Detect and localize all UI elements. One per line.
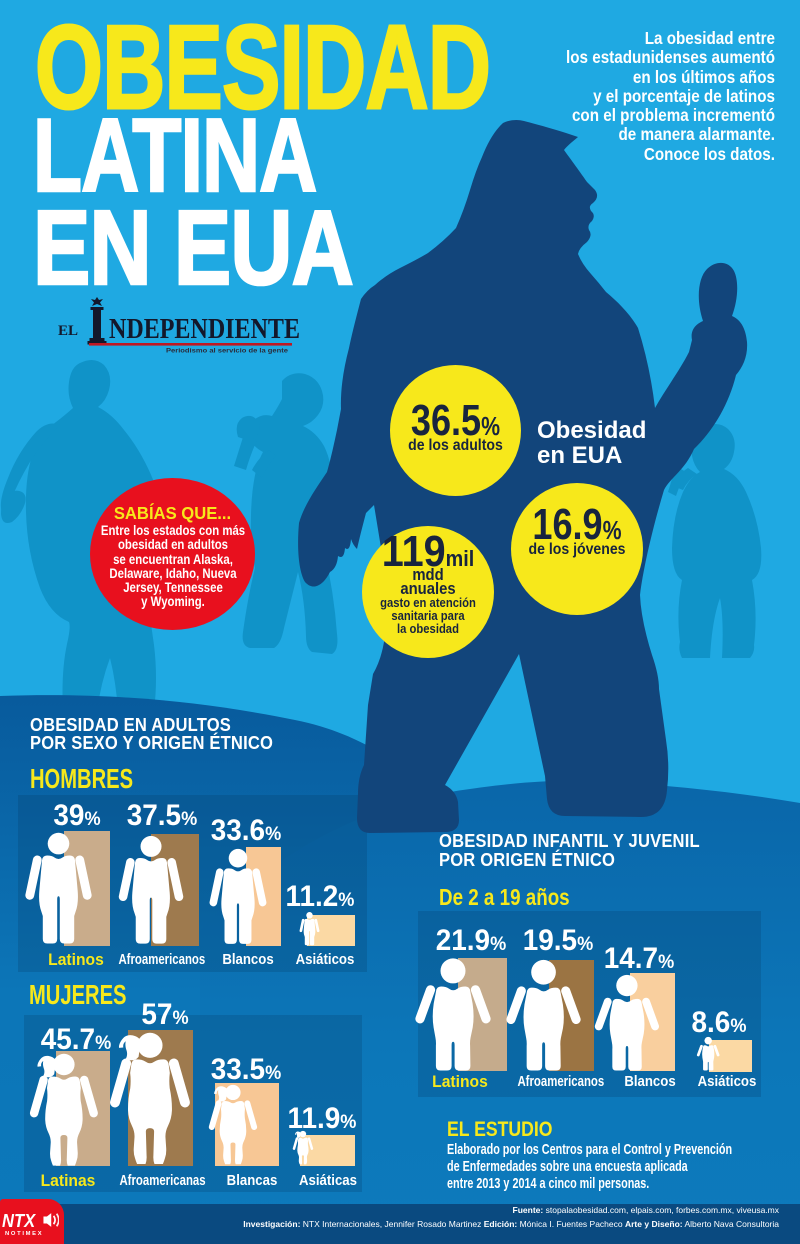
svg-text:EL: EL <box>58 323 78 339</box>
svg-text:Periodismo al servicio de la g: Periodismo al servicio de la gente <box>166 348 288 355</box>
svg-text:NDEPENDIENTE: NDEPENDIENTE <box>109 313 300 345</box>
